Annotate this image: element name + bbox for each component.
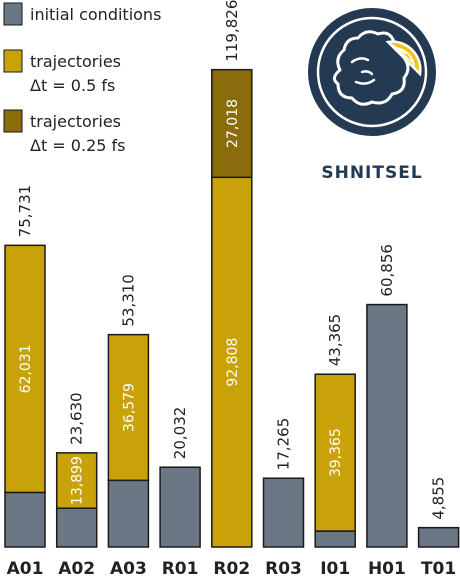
legend-swatch-1 <box>3 49 23 73</box>
bar-segment-a03-series-0 <box>107 479 150 548</box>
legend-label-0-line-0: initial conditions <box>30 5 161 24</box>
total-label-t01: 4,855 <box>430 477 448 520</box>
bar-segment-r01-series-0 <box>159 466 201 548</box>
bar-segment-r02-series-2 <box>211 68 253 179</box>
category-label-h01: H01 <box>368 559 406 576</box>
legend-label-2-line-0: trajectories <box>30 112 121 131</box>
brand-name: SHNITSEL <box>321 163 422 183</box>
category-label-r01: R01 <box>162 559 199 576</box>
category-label-a02: A02 <box>58 559 95 576</box>
category-label-a01: A01 <box>7 559 44 576</box>
bar-segment-i01-series-0 <box>314 530 356 548</box>
bar-segment-h01-series-0 <box>366 303 408 548</box>
total-label-r03: 17,265 <box>275 418 293 471</box>
category-label-t01: T01 <box>421 559 456 576</box>
bar-segment-r02-series-1 <box>211 176 253 548</box>
bar-segment-a01-series-1 <box>4 244 46 494</box>
logo-badge <box>308 8 436 136</box>
category-label-i01: I01 <box>320 559 350 576</box>
segment-label-a02-series-1: 13,899 <box>70 456 86 505</box>
total-label-h01: 60,856 <box>378 244 396 297</box>
bar-segment-a02-series-0 <box>55 507 98 548</box>
legend-label-1-line-1: Δt = 0.5 fs <box>30 76 115 95</box>
category-labels: A01 A02 A03 R01 R02 R03 I01 H01 T01 <box>7 559 457 576</box>
schnitzel-crumb-lines <box>350 57 376 85</box>
total-label-i01: 43,365 <box>326 314 344 367</box>
bars: 75,731 23,630 53,310 20,032 119,826 17,265 43,… <box>4 0 460 548</box>
lemon-icon <box>385 40 422 77</box>
schnitzel-icon <box>333 30 410 106</box>
category-label-r03: R03 <box>265 559 302 576</box>
segment-label-a03-series-1: 36,579 <box>121 383 137 432</box>
total-label-a01: 75,731 <box>16 185 34 238</box>
bar-segment-i01-series-1 <box>314 373 356 532</box>
legend-label-1-line-0: trajectories <box>30 52 121 71</box>
bar-segment-t01-series-0 <box>417 526 460 548</box>
total-label-a03: 53,310 <box>119 274 137 327</box>
shnitsel-logo: SHNITSEL <box>308 8 436 183</box>
category-label-a03: A03 <box>110 559 147 576</box>
total-label-r01: 20,032 <box>171 407 189 460</box>
total-label-r02: 119,826 <box>223 0 241 62</box>
legend-swatch-0 <box>3 2 23 26</box>
total-label-a02: 23,630 <box>68 392 86 445</box>
legend: initial conditions trajectories Δt = 0.5 f… <box>3 2 161 155</box>
legend-swatch-2 <box>3 109 23 133</box>
bar-segment-a01-series-0 <box>4 491 46 548</box>
bar-segment-r03-series-0 <box>262 477 305 548</box>
logo-ring <box>316 16 428 128</box>
bar-segment-a02-series-1 <box>55 452 98 509</box>
segment-label-i01-series-1: 39,365 <box>328 428 344 477</box>
bar-segment-a03-series-1 <box>107 333 150 482</box>
category-label-r02: R02 <box>213 559 250 576</box>
legend-label-2-line-1: Δt = 0.25 fs <box>30 136 125 155</box>
segment-label-r02-series-2: 27,018 <box>225 99 241 148</box>
segment-label-a01-series-1: 62,031 <box>18 344 34 393</box>
segment-label-r02-series-1: 92,808 <box>225 338 241 387</box>
